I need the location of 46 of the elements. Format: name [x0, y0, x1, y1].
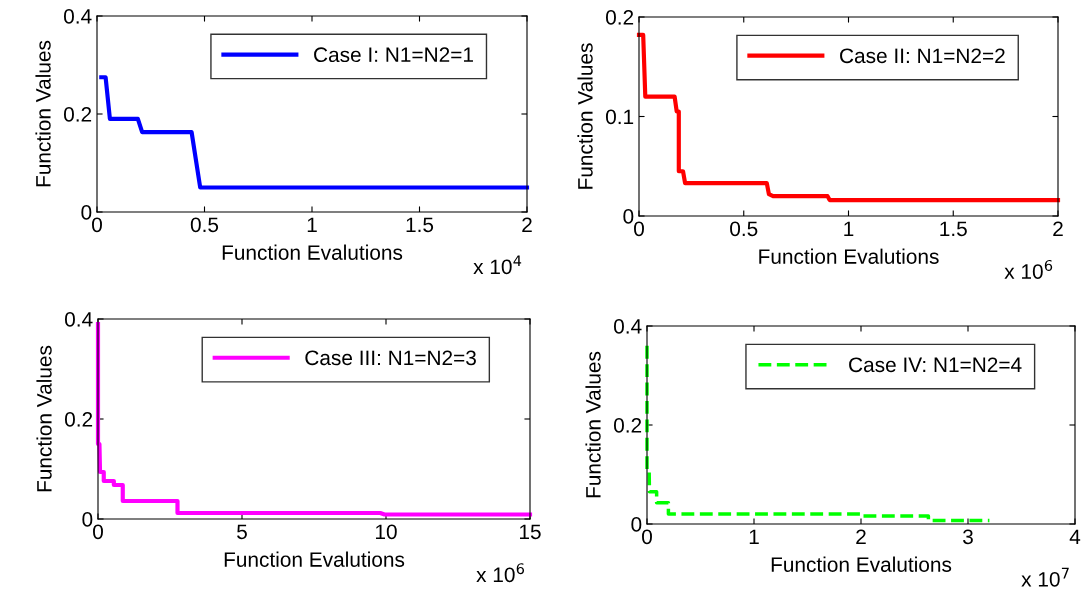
x-tick-label: 1	[307, 217, 317, 232]
legend-label: Case II: N1=N2=2	[840, 48, 1005, 64]
x-tick-label: 1	[749, 529, 759, 544]
x-tick-label: 0.5	[730, 221, 758, 237]
x-tick-label: 2	[522, 217, 532, 232]
y-tick-label: 0.4	[63, 9, 92, 24]
text: x 10$^{4}$	[473, 255, 522, 275]
legend-label: Case IV: N1=N2=4	[849, 357, 1022, 373]
legend-label: Case III: N1=N2=3	[305, 350, 476, 366]
y-axis-title: Function Values	[35, 40, 51, 187]
x-axis-title: Function Evalutions	[222, 244, 403, 260]
x-tick-label: 1	[844, 221, 854, 236]
y-tick-label: 0	[82, 512, 93, 527]
y-tick-label: 0.2	[613, 418, 642, 433]
y-tick-label: 0.4	[64, 312, 93, 327]
line-series	[95, 321, 533, 517]
x-axis-title: Function Evalutions	[759, 248, 939, 264]
x-tick-label: 0.5	[190, 217, 219, 233]
x-tick-label: 3	[963, 529, 973, 545]
x-tick-label: 4	[1069, 529, 1081, 544]
legend-label: Case I: N1=N2=1	[314, 47, 473, 63]
y-tick-label: 0	[81, 205, 92, 220]
x-axis-title: Function Evalutions	[771, 556, 952, 572]
y-tick-label: 0.1	[605, 109, 634, 125]
line-series	[636, 32, 1061, 203]
x-tick-label: 0	[642, 529, 652, 545]
y-axis-title: Function Values	[577, 43, 593, 189]
text: x 10$^{6}$	[1004, 259, 1053, 279]
y-tick-label: 0.2	[605, 10, 634, 25]
y-axis-title: Function Values	[36, 345, 52, 492]
y-axis-title: Function Values	[585, 351, 601, 498]
y-tick-label: 0.2	[63, 107, 92, 122]
text: x 10$^{6}$	[476, 563, 525, 583]
x-tick-label: 2	[1053, 221, 1063, 236]
y-tick-label: 0.2	[64, 412, 93, 427]
x-tick-label: 0	[93, 524, 103, 540]
x-tick-label: 5	[237, 524, 247, 540]
y-tick-label: 0.4	[613, 319, 642, 334]
x-tick-label: 10	[376, 524, 397, 540]
x-tick-label: 15	[520, 524, 541, 540]
x-axis-title: Function Evalutions	[224, 551, 405, 567]
x-tick-label: 1.5	[406, 217, 434, 233]
text: x 10$^{7}$	[1021, 567, 1069, 587]
line-series	[99, 75, 530, 190]
x-tick-label: 1.5	[940, 221, 967, 237]
x-tick-label: 2	[856, 529, 866, 544]
